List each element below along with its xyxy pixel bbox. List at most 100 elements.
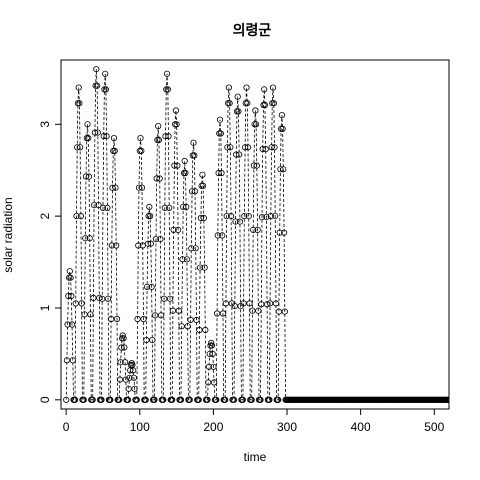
data-point: [94, 129, 101, 136]
data-point: [162, 133, 169, 140]
y-tick-label: 2: [38, 212, 52, 219]
data-point: [119, 332, 126, 339]
data-point: [163, 70, 171, 77]
data-point: [72, 300, 79, 307]
data-point: [230, 396, 238, 403]
data-point: [152, 312, 159, 319]
data-point: [68, 321, 76, 328]
data-point: [219, 310, 227, 317]
data-point: [99, 295, 106, 302]
data-point: [257, 396, 264, 403]
chart-title: 의령군: [233, 22, 272, 39]
data-point: [202, 326, 209, 334]
data-point: [255, 307, 262, 314]
data-point: [151, 396, 158, 403]
data-point: [179, 256, 186, 263]
data-point: [225, 84, 232, 91]
x-axis-label: time: [244, 450, 267, 464]
data-point: [186, 396, 193, 403]
data-point: [445, 396, 449, 403]
data-point: [281, 308, 288, 315]
data-point: [214, 232, 221, 239]
data-point: [149, 336, 156, 344]
data-point: [228, 213, 235, 220]
data-point: [187, 316, 194, 323]
data-point: [258, 214, 266, 221]
data-point: [236, 151, 243, 158]
data-point: [262, 146, 269, 153]
data-point: [161, 204, 168, 211]
data-point: [277, 166, 284, 173]
data-point: [253, 162, 260, 169]
data-point: [140, 315, 147, 323]
data-point: [205, 379, 212, 386]
data-point: [211, 379, 218, 386]
data-point: [122, 359, 129, 366]
data-point: [216, 116, 224, 123]
y-tick-label: 3: [38, 121, 52, 128]
data-point: [134, 315, 141, 323]
data-point: [196, 326, 203, 334]
data-point: [191, 152, 198, 159]
data-point: [120, 335, 127, 342]
data-point: [180, 203, 187, 210]
data-point: [261, 101, 268, 109]
data-point: [155, 123, 162, 130]
data-point: [195, 396, 202, 403]
data-point: [90, 294, 97, 301]
data-point: [66, 268, 73, 275]
data-point: [173, 121, 180, 128]
data-point: [75, 84, 82, 91]
data-point: [63, 396, 70, 403]
data-point: [235, 108, 242, 115]
data-point: [108, 315, 115, 323]
data-point: [121, 344, 128, 351]
data-point: [152, 236, 160, 243]
data-point: [206, 350, 213, 357]
data-point: [138, 147, 145, 154]
data-point: [71, 396, 79, 403]
data-point: [64, 321, 71, 328]
data-point: [95, 202, 102, 209]
data-point: [103, 133, 110, 140]
data-point: [188, 245, 195, 252]
data-point: [266, 300, 274, 307]
data-point: [271, 144, 278, 151]
data-point: [98, 396, 105, 403]
data-point: [110, 135, 118, 142]
data-point: [165, 133, 172, 140]
data-point: [245, 213, 252, 220]
data-point: [125, 385, 132, 392]
data-point: [242, 144, 249, 151]
data-point: [102, 70, 109, 77]
data-point: [100, 133, 107, 140]
data-point: [272, 300, 280, 307]
data-point: [147, 240, 154, 247]
data-point: [142, 396, 149, 403]
x-tick-label: 0: [63, 420, 70, 434]
data-point: [91, 129, 99, 136]
data-point: [217, 130, 224, 137]
data-point: [146, 203, 153, 210]
data-point: [138, 184, 146, 191]
data-point: [270, 100, 277, 107]
data-point: [124, 396, 132, 403]
data-point: [210, 363, 217, 370]
data-point: [215, 169, 222, 177]
data-point: [69, 357, 76, 364]
data-point: [280, 229, 288, 236]
data-point: [190, 139, 197, 146]
data-point: [67, 274, 74, 281]
data-point: [240, 300, 247, 307]
data-point: [175, 307, 182, 314]
x-tick-label: 500: [424, 420, 444, 434]
data-point: [246, 300, 253, 307]
data-point: [189, 188, 196, 195]
data-point: [133, 396, 140, 403]
x-tick-label: 200: [203, 420, 223, 434]
data-point: [226, 100, 233, 107]
data-point: [250, 226, 257, 233]
data-point: [166, 204, 173, 211]
x-tick-label: 300: [277, 420, 297, 434]
data-point: [275, 308, 282, 315]
